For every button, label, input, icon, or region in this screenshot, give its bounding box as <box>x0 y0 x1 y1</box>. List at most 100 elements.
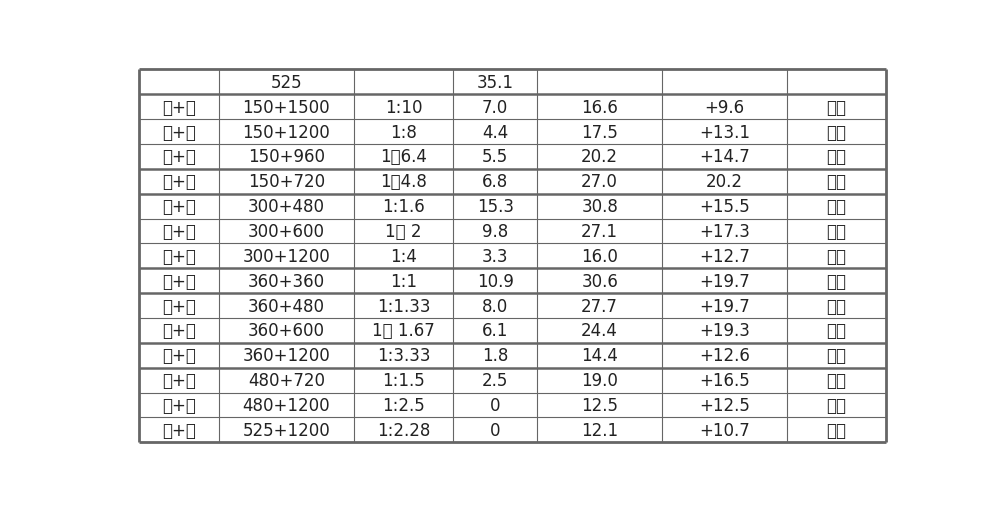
Text: 3.3: 3.3 <box>482 247 508 265</box>
Text: 1:3.33: 1:3.33 <box>377 346 430 365</box>
Text: +16.5: +16.5 <box>699 372 750 389</box>
Text: 0: 0 <box>490 421 500 439</box>
Text: 1.8: 1.8 <box>482 346 508 365</box>
Text: 异+苯: 异+苯 <box>162 173 196 191</box>
Text: 16.0: 16.0 <box>581 247 618 265</box>
Text: 9.8: 9.8 <box>482 223 508 240</box>
Text: 1:2.5: 1:2.5 <box>382 396 425 414</box>
Text: 7.0: 7.0 <box>482 98 508 117</box>
Text: 0: 0 <box>490 396 500 414</box>
Text: 300+1200: 300+1200 <box>242 247 330 265</box>
Text: 1：4.8: 1：4.8 <box>380 173 427 191</box>
Text: 16.6: 16.6 <box>581 98 618 117</box>
Text: 异+苯: 异+苯 <box>162 396 196 414</box>
Text: +19.3: +19.3 <box>699 322 750 340</box>
Text: 10.9: 10.9 <box>477 272 514 290</box>
Text: 1:1.5: 1:1.5 <box>382 372 425 389</box>
Text: 增效: 增效 <box>826 223 846 240</box>
Text: +19.7: +19.7 <box>699 297 750 315</box>
Text: 150+720: 150+720 <box>248 173 325 191</box>
Text: 加成: 加成 <box>826 98 846 117</box>
Text: 360+600: 360+600 <box>248 322 325 340</box>
Text: 20.2: 20.2 <box>706 173 743 191</box>
Text: 1： 2: 1： 2 <box>385 223 422 240</box>
Text: 异+苯: 异+苯 <box>162 223 196 240</box>
Text: 异+苯: 异+苯 <box>162 421 196 439</box>
Text: +10.7: +10.7 <box>699 421 750 439</box>
Text: +14.7: +14.7 <box>699 148 750 166</box>
Text: 6.8: 6.8 <box>482 173 508 191</box>
Text: 24.4: 24.4 <box>581 322 618 340</box>
Text: 1:8: 1:8 <box>390 123 417 141</box>
Text: 增效: 增效 <box>826 297 846 315</box>
Text: 6.1: 6.1 <box>482 322 508 340</box>
Text: 异+苯: 异+苯 <box>162 346 196 365</box>
Text: +19.7: +19.7 <box>699 272 750 290</box>
Text: 300+480: 300+480 <box>248 198 325 216</box>
Text: 增效: 增效 <box>826 198 846 216</box>
Text: +17.3: +17.3 <box>699 223 750 240</box>
Text: 异+苯: 异+苯 <box>162 247 196 265</box>
Text: 1： 1.67: 1： 1.67 <box>372 322 435 340</box>
Text: 15.3: 15.3 <box>477 198 514 216</box>
Text: 1:1.33: 1:1.33 <box>377 297 430 315</box>
Text: 150+1200: 150+1200 <box>242 123 330 141</box>
Text: 8.0: 8.0 <box>482 297 508 315</box>
Text: 525: 525 <box>271 74 302 92</box>
Text: 480+1200: 480+1200 <box>243 396 330 414</box>
Text: 12.1: 12.1 <box>581 421 618 439</box>
Text: 2.5: 2.5 <box>482 372 508 389</box>
Text: 27.7: 27.7 <box>581 297 618 315</box>
Text: +12.6: +12.6 <box>699 346 750 365</box>
Text: 1:1: 1:1 <box>390 272 417 290</box>
Text: 增效: 增效 <box>826 421 846 439</box>
Text: 1:10: 1:10 <box>385 98 422 117</box>
Text: +15.5: +15.5 <box>699 198 750 216</box>
Text: 150+1500: 150+1500 <box>243 98 330 117</box>
Text: 异+苯: 异+苯 <box>162 322 196 340</box>
Text: 增效: 增效 <box>826 372 846 389</box>
Text: 27.1: 27.1 <box>581 223 618 240</box>
Text: 30.6: 30.6 <box>581 272 618 290</box>
Text: 增效: 增效 <box>826 123 846 141</box>
Text: 增效: 增效 <box>826 148 846 166</box>
Text: 12.5: 12.5 <box>581 396 618 414</box>
Text: 异+苯: 异+苯 <box>162 372 196 389</box>
Text: 增效: 增效 <box>826 247 846 265</box>
Text: 360+360: 360+360 <box>248 272 325 290</box>
Text: 27.0: 27.0 <box>581 173 618 191</box>
Text: 1:1.6: 1:1.6 <box>382 198 425 216</box>
Text: 14.4: 14.4 <box>581 346 618 365</box>
Text: 20.2: 20.2 <box>581 148 618 166</box>
Text: 35.1: 35.1 <box>477 74 514 92</box>
Text: 19.0: 19.0 <box>581 372 618 389</box>
Text: 增效: 增效 <box>826 322 846 340</box>
Text: 异+苯: 异+苯 <box>162 297 196 315</box>
Text: 17.5: 17.5 <box>581 123 618 141</box>
Text: 300+600: 300+600 <box>248 223 325 240</box>
Text: +9.6: +9.6 <box>704 98 744 117</box>
Text: 480+720: 480+720 <box>248 372 325 389</box>
Text: 增效: 增效 <box>826 396 846 414</box>
Text: 4.4: 4.4 <box>482 123 508 141</box>
Text: 150+960: 150+960 <box>248 148 325 166</box>
Text: 异+苯: 异+苯 <box>162 198 196 216</box>
Text: 30.8: 30.8 <box>581 198 618 216</box>
Text: 异+苯: 异+苯 <box>162 98 196 117</box>
Text: +12.5: +12.5 <box>699 396 750 414</box>
Text: 360+480: 360+480 <box>248 297 325 315</box>
Text: 360+1200: 360+1200 <box>242 346 330 365</box>
Text: 增效: 增效 <box>826 173 846 191</box>
Text: 5.5: 5.5 <box>482 148 508 166</box>
Text: 异+苯: 异+苯 <box>162 123 196 141</box>
Text: 525+1200: 525+1200 <box>242 421 330 439</box>
Text: 1:4: 1:4 <box>390 247 417 265</box>
Text: +12.7: +12.7 <box>699 247 750 265</box>
Text: 异+苯: 异+苯 <box>162 148 196 166</box>
Text: 增效: 增效 <box>826 272 846 290</box>
Text: 1：6.4: 1：6.4 <box>380 148 427 166</box>
Text: 异+苯: 异+苯 <box>162 272 196 290</box>
Text: 增效: 增效 <box>826 346 846 365</box>
Text: +13.1: +13.1 <box>699 123 750 141</box>
Text: 1:2.28: 1:2.28 <box>377 421 430 439</box>
